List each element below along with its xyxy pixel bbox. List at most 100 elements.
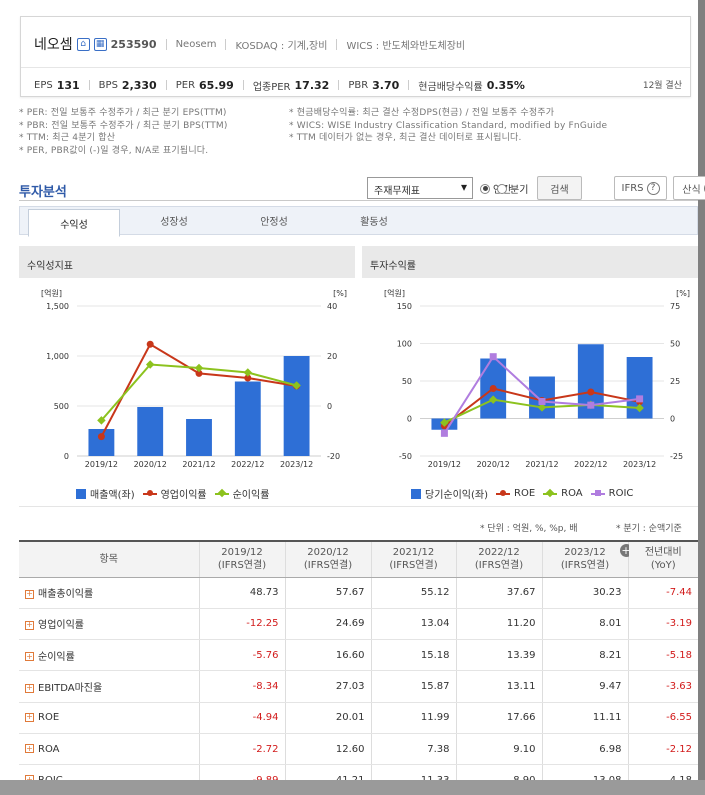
table-row[interactable]: + ROE -4.94 20.01 11.99 17.66 11.11 -6.55 (19, 702, 698, 734)
table-cell: 24.69 (284, 608, 371, 641)
x-tick-label: 2019/12 (85, 460, 118, 469)
column-sub: (IFRS연결) (303, 560, 353, 572)
building-icon[interactable]: ▦ (93, 37, 107, 51)
row-label: ROA (38, 743, 60, 755)
bar (88, 429, 115, 456)
statement-select[interactable]: 주재무제표 (367, 177, 473, 199)
line-point (489, 384, 497, 392)
stock-code: 253590 (110, 37, 157, 51)
note-line: * WICS: WISE Industry Classification Sta… (289, 120, 608, 131)
table-cell: -12.25 (198, 608, 285, 641)
legend-label: ROA (561, 488, 583, 499)
x-tick-label: 2023/12 (623, 460, 656, 469)
y-tick-label-right: -20 (327, 452, 340, 461)
english-name: Neosem (175, 38, 217, 50)
column-year: 2022/12 (478, 547, 520, 559)
note-line: * 현금배당수익률: 최근 결산 수정DPS(현금) / 전일 보통주 수정주가 (289, 108, 555, 118)
table-cell: 7.38 (370, 733, 456, 766)
table-cell: 9.47 (541, 670, 628, 703)
tab-stability[interactable]: 안정성 (260, 217, 288, 228)
note-line: * TTM 데이터가 없는 경우, 최근 결산 데이터로 표시됩니다. (289, 133, 522, 143)
column-sub: (IFRS연결) (217, 560, 267, 572)
radio-icon (497, 183, 507, 194)
tab-growth[interactable]: 성장성 (160, 217, 188, 228)
stat-label: PBR (348, 79, 369, 91)
row-label: EBITDA마진율 (38, 683, 103, 695)
row-label-cell[interactable]: + ROA (19, 733, 199, 766)
table-cell: 9.10 (455, 733, 542, 766)
radio-quarter[interactable]: 분기 (497, 181, 528, 196)
column-year: 전년대비 (644, 547, 682, 559)
y-tick-label-left: 50 (402, 377, 412, 386)
column-sub: (YoY) (650, 560, 676, 572)
search-button[interactable]: 검색 (537, 176, 582, 200)
table-cell: 16.60 (284, 639, 371, 672)
row-label-cell[interactable]: + 매출총이익률 (19, 577, 199, 609)
line-point (440, 429, 448, 437)
x-tick-label: 2023/12 (280, 460, 313, 469)
legend-label: 영업이익률 (160, 490, 207, 501)
y-tick-label-right: -25 (670, 452, 683, 461)
table-cell: 15.87 (370, 670, 456, 703)
table-cell: 37.67 (455, 577, 542, 609)
divider (19, 506, 698, 507)
row-label-cell[interactable]: + 순이익률 (19, 639, 199, 672)
stat-label: 업종PER (252, 81, 291, 93)
row-label-cell[interactable]: + ROE (19, 702, 199, 734)
y-tick-label-left: 150 (397, 302, 412, 311)
expand-icon[interactable]: + (25, 712, 34, 722)
table-row[interactable]: + 순이익률 -5.76 16.60 15.18 13.39 8.21 -5.18 (19, 639, 698, 672)
panel-title-profitability: 수익성지표 (19, 246, 355, 278)
expand-icon[interactable]: + (25, 743, 34, 754)
column-sub: (IFRS연결) (474, 560, 524, 572)
profitability-table: 항목 2019/12 (IFRS연결) 2020/12 (IFRS연결) 2021/… (19, 540, 698, 795)
expand-icon[interactable]: + (25, 589, 34, 599)
expand-icon[interactable]: + (25, 620, 34, 630)
table-cell: 13.39 (455, 639, 542, 672)
column-header: 2020/12 (IFRS연결) (284, 540, 371, 578)
y-tick-label-right: 40 (327, 302, 337, 311)
table-row[interactable]: + 매출총이익률 48.73 57.67 55.12 37.67 30.23 -7.44 (19, 577, 698, 609)
column-year: 2023/12 (564, 547, 606, 559)
home-icon[interactable]: ⌂ (76, 37, 90, 51)
y-tick-label-right: 75 (670, 302, 680, 311)
formula-button[interactable]: 산식? (673, 176, 705, 200)
column-year: 2021/12 (392, 547, 435, 559)
table-row[interactable]: + 영업이익률 -12.25 24.69 13.04 11.20 8.01 -3.19 (19, 608, 698, 641)
line-point (97, 416, 106, 425)
x-tick-label: 2020/12 (477, 460, 510, 469)
expand-icon[interactable]: + (25, 651, 34, 662)
stat-value: 2,330 (121, 78, 157, 92)
legend-label: ROIC (608, 488, 634, 499)
stat-eps: EPS 131 (34, 79, 80, 92)
y-tick-label-left: 0 (407, 415, 412, 424)
table-cell: 8.01 (541, 608, 628, 641)
stat-value: 0.35% (486, 78, 525, 92)
help-icon: ? (646, 181, 660, 195)
row-label-cell[interactable]: + EBITDA마진율 (19, 670, 199, 703)
column-sub: (IFRS연결) (389, 560, 438, 572)
legend-diamond-icon (543, 492, 558, 495)
divider (408, 80, 410, 90)
row-label-cell[interactable]: + 영업이익률 (19, 608, 199, 641)
stat-value: 131 (56, 78, 80, 92)
line-point (587, 401, 595, 409)
column-year: 2020/12 (307, 547, 349, 559)
tab-activity[interactable]: 활동성 (360, 217, 388, 228)
column-header: 2023/12 (IFRS연결) + (541, 540, 633, 578)
legend-label: 순이익률 (232, 490, 270, 501)
y-axis-unit-left: [억원] (41, 288, 62, 298)
tab-profitability[interactable]: 수익성 (28, 209, 120, 237)
legend-profitability: 매출액(좌) 영업이익률 순이익률 (76, 486, 277, 501)
x-tick-label: 2022/12 (231, 460, 264, 469)
ifrs-label: IFRS (621, 182, 644, 194)
ifrs-button[interactable]: IFRS? (614, 176, 667, 200)
expand-icon[interactable]: + (25, 683, 34, 693)
table-cell: -2.12 (627, 733, 698, 766)
note-line: * PER, PBR값이 (-)일 경우, N/A로 표기됩니다. (19, 145, 209, 156)
column-header: 전년대비 (YoY) (627, 540, 698, 578)
legend-square-icon (590, 489, 605, 496)
table-row[interactable]: + EBITDA마진율 -8.34 27.03 15.87 13.11 9.47 -3.63 (19, 670, 698, 703)
table-row[interactable]: + ROA -2.72 12.60 7.38 9.10 6.98 -2.12 (19, 733, 698, 766)
table-cell: 15.18 (370, 639, 456, 672)
